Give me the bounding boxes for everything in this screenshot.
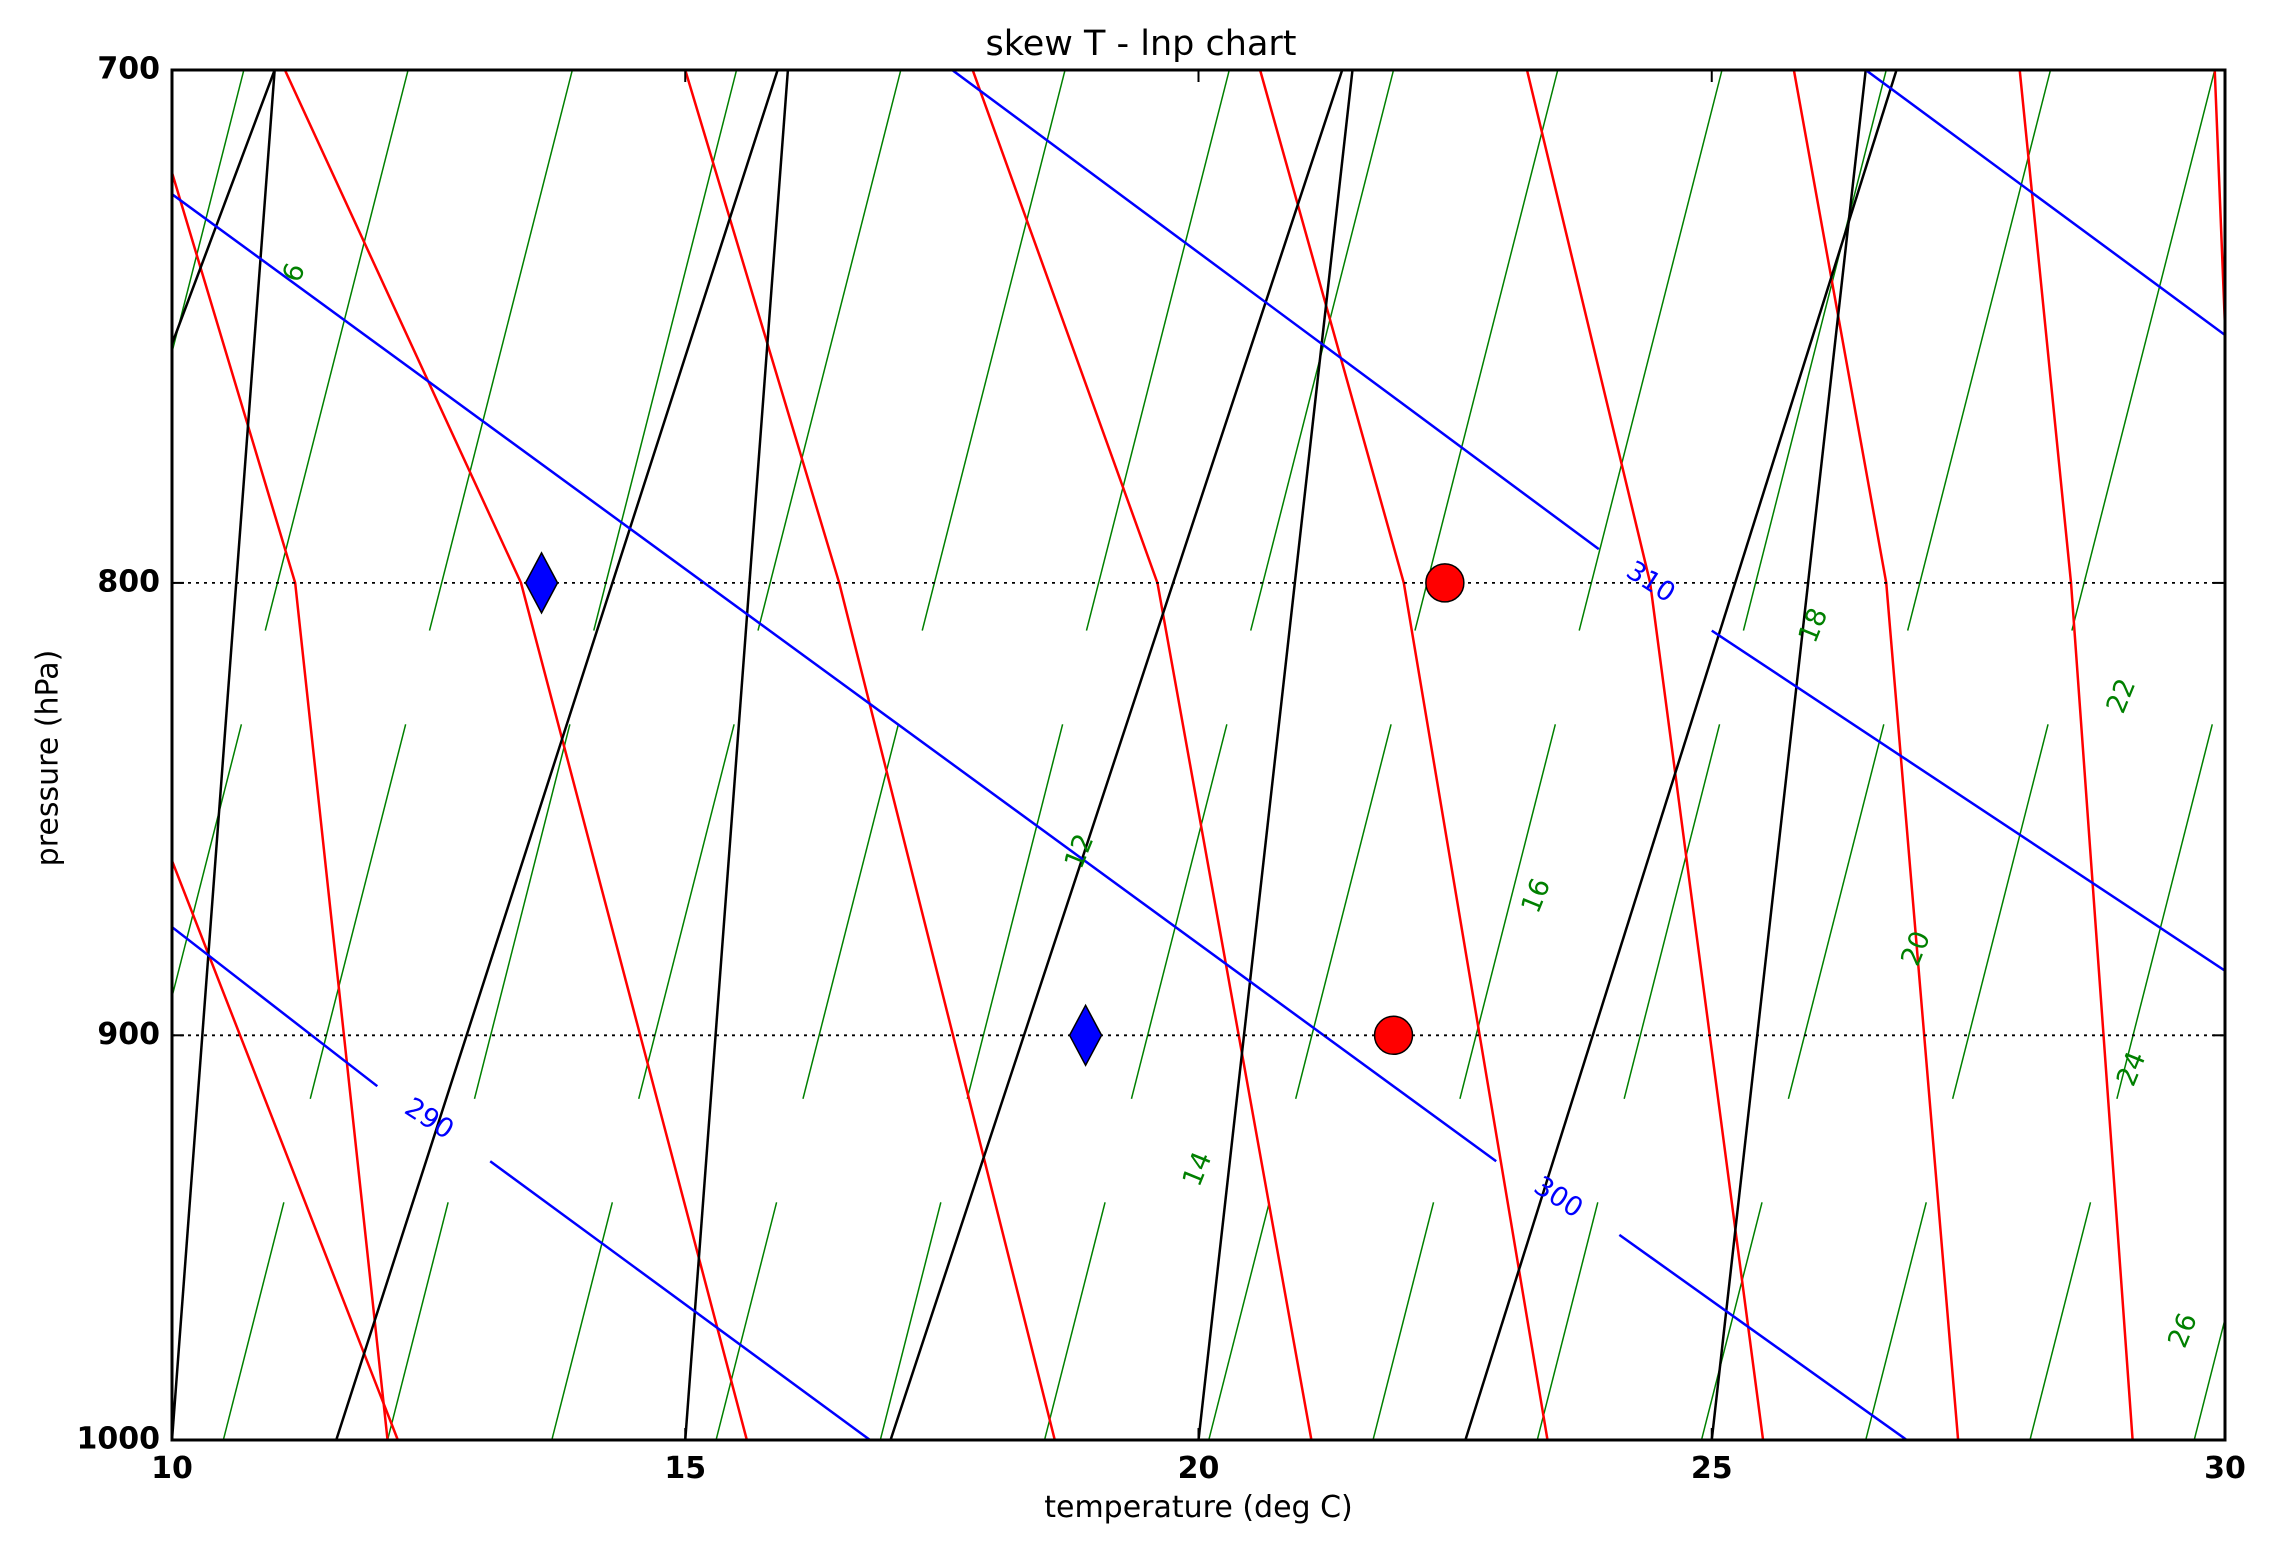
moist-adiabat	[1525, 70, 1765, 1440]
mixing-ratio-label: 14	[1177, 1147, 1219, 1190]
mixing-ratio-line	[921, 70, 1066, 631]
mixing-ratio-line	[386, 1202, 449, 1440]
dry-adiabat	[1711, 629, 2225, 972]
mixing-ratio-line	[473, 724, 571, 1099]
mixing-ratio-line	[172, 724, 243, 1000]
isotherm	[172, 70, 276, 348]
mixing-ratio-line	[1043, 1202, 1106, 1440]
mixing-ratio-label: 16	[1516, 874, 1558, 917]
mixing-ratio-line	[0, 70, 80, 631]
x-tick-label: 20	[1178, 1451, 1220, 1486]
mixing-ratio-line	[1414, 70, 1559, 631]
mixing-ratio-line	[1536, 1202, 1599, 1440]
mixing-ratio-line	[2071, 70, 2216, 631]
isotherm	[1710, 70, 1867, 1440]
mixing-ratio-line	[1130, 724, 1228, 1099]
dry-adiabat	[1864, 70, 2225, 337]
y-tick-label: 1000	[77, 1422, 161, 1457]
mixing-ratio-line	[59, 1202, 120, 1440]
mixing-ratio-line	[1208, 1202, 1271, 1440]
mixing-ratio-line	[551, 1202, 614, 1440]
mixing-ratio-label: 20	[1895, 927, 1937, 970]
isotherm	[2223, 1406, 2225, 1440]
mixing-ratio-line	[1742, 70, 1887, 631]
moist-adiabat	[2018, 70, 2134, 1440]
mixing-ratio-line	[2236, 70, 2282, 631]
moist-adiabat	[1258, 70, 1549, 1440]
mixing-ratio-line	[1372, 1202, 1435, 1440]
mixing-ratio-line	[264, 70, 409, 631]
mixing-ratio-line	[1951, 724, 2049, 1099]
dewpoint-marker	[1068, 1003, 1103, 1067]
moist-adiabat	[684, 70, 1057, 1440]
mixing-ratio-label: 24	[2111, 1047, 2153, 1090]
x-tick-label: 25	[1691, 1451, 1733, 1486]
x-tick-label: 10	[151, 1451, 193, 1486]
mixing-ratio-line	[1085, 70, 1231, 631]
x-tick-label: 15	[664, 1451, 706, 1486]
moist-adiabat	[172, 168, 389, 1440]
dry-adiabat-label: 310	[1621, 555, 1681, 609]
isotherm	[889, 70, 1344, 1440]
x-axis-label: temperature (deg C)	[1044, 1490, 1353, 1525]
mixing-ratio-label: 22	[2101, 674, 2143, 717]
moist-adiabat	[283, 70, 749, 1440]
x-tick-label: 30	[2204, 1451, 2246, 1486]
mixing-ratio-line	[715, 1202, 778, 1440]
plot-frame	[170, 68, 2227, 1442]
moist-adiabat	[2213, 70, 2225, 358]
mixing-ratio-line	[309, 724, 407, 1099]
mixing-ratio-line	[1623, 724, 1721, 1099]
mixing-ratio-line	[593, 70, 738, 631]
mixing-ratio-line	[879, 1202, 942, 1440]
mixing-ratio-line	[428, 70, 574, 631]
isotherm	[1464, 70, 1898, 1440]
mixing-ratio-label: 18	[1793, 604, 1835, 647]
isotherm	[2223, 1436, 2225, 1440]
temperature-marker	[1373, 1015, 1414, 1056]
y-tick-label: 900	[97, 1017, 160, 1052]
dry-adiabat	[172, 193, 1497, 1163]
mixing-ratio-line	[2116, 724, 2214, 1099]
mixing-ratio-line	[1787, 724, 1885, 1099]
moist-adiabat	[172, 859, 399, 1440]
isotherm	[172, 70, 174, 73]
isotherm	[684, 70, 790, 1440]
dry-adiabat-label: 290	[399, 1092, 459, 1146]
isotherm	[172, 70, 174, 80]
dry-adiabat	[951, 70, 1600, 551]
isotherm	[335, 70, 779, 1440]
y-axis-label: pressure (hPa)	[30, 649, 66, 867]
dry-adiabat-label: 300	[1528, 1170, 1588, 1224]
temperature-marker	[1425, 563, 1465, 603]
isotherm	[172, 70, 174, 74]
mixing-ratio-label: 26	[2162, 1309, 2204, 1352]
chart-title: skew T - lnp chart	[985, 24, 1297, 64]
dry-adiabat	[489, 1160, 871, 1440]
mixing-ratio-line	[1578, 70, 1723, 631]
mixing-ratio-line	[2029, 1202, 2092, 1440]
mixing-ratio-line	[1294, 724, 1392, 1099]
y-tick-label: 700	[97, 52, 160, 87]
dewpoint-marker	[524, 551, 559, 615]
mixing-ratio-line	[757, 70, 902, 631]
mixing-ratio-line	[966, 724, 1064, 1099]
mixing-ratio-line	[1459, 724, 1557, 1099]
mixing-ratio-line	[1906, 70, 2052, 631]
mixing-ratio-line	[1864, 1202, 1927, 1440]
isotherm	[172, 70, 276, 1440]
mixing-ratio-label: 6	[277, 259, 312, 287]
mixing-ratio-line	[222, 1202, 285, 1440]
mixing-ratio-line	[802, 724, 900, 1099]
mixing-ratio-line	[1700, 1202, 1763, 1440]
isotherm	[1197, 70, 1354, 1440]
mixing-ratio-line	[638, 724, 735, 1099]
dry-adiabat	[1618, 1233, 1908, 1440]
y-tick-label: 800	[97, 564, 160, 599]
dry-adiabat	[172, 926, 379, 1088]
